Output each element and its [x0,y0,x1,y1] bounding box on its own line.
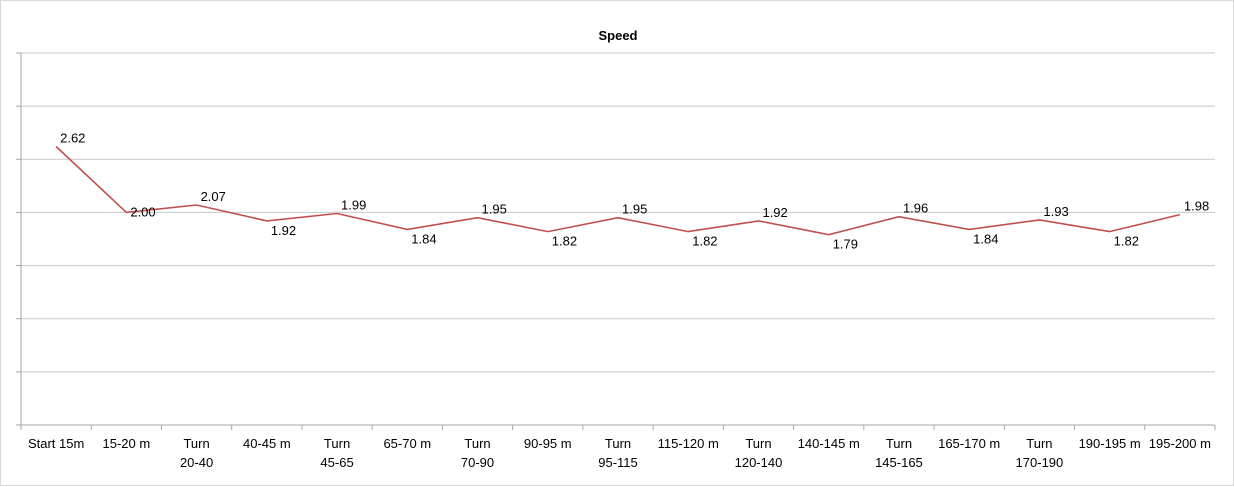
chart-title: Speed [598,28,637,43]
data-label: 1.84 [973,231,998,246]
gridlines [21,53,1215,372]
data-label: 1.79 [833,237,858,252]
data-labels: 2.62 2.00 2.07 1.92 1.99 1.84 1.95 1.82 1.95 1.82… [60,131,1209,252]
x-tick-label: 90-95 m [524,436,572,451]
data-label: 1.93 [1043,204,1068,219]
axes [16,53,1215,430]
data-label: 1.98 [1184,199,1209,214]
x-tick-label: 190-195 m [1079,436,1141,451]
x-tick-label: 165-170 m [938,436,1000,451]
data-label: 1.95 [622,202,647,217]
data-label: 1.92 [271,223,296,238]
data-label: 2.62 [60,131,85,146]
data-label: 1.84 [411,231,436,246]
x-tick-label: 195-200 m [1149,436,1211,451]
data-label: 1.82 [552,234,577,249]
data-label: 1.82 [1114,234,1139,249]
data-label: 1.99 [341,197,366,212]
data-label: 1.92 [762,205,787,220]
x-tick-label: 115-120 m [658,436,719,451]
data-label: 2.00 [130,204,155,219]
x-tick-label: 140-145 m [798,436,860,451]
data-label: 1.82 [692,234,717,249]
data-label: 1.95 [482,202,507,217]
x-tick-label: 65-70 m [383,436,431,451]
x-tick-label: 40-45 m [243,436,291,451]
x-tick-label: 15-20 m [103,436,151,451]
data-label: 2.07 [201,189,226,204]
data-label: 1.96 [903,201,928,216]
x-tick-label: Start 15m [28,436,84,451]
